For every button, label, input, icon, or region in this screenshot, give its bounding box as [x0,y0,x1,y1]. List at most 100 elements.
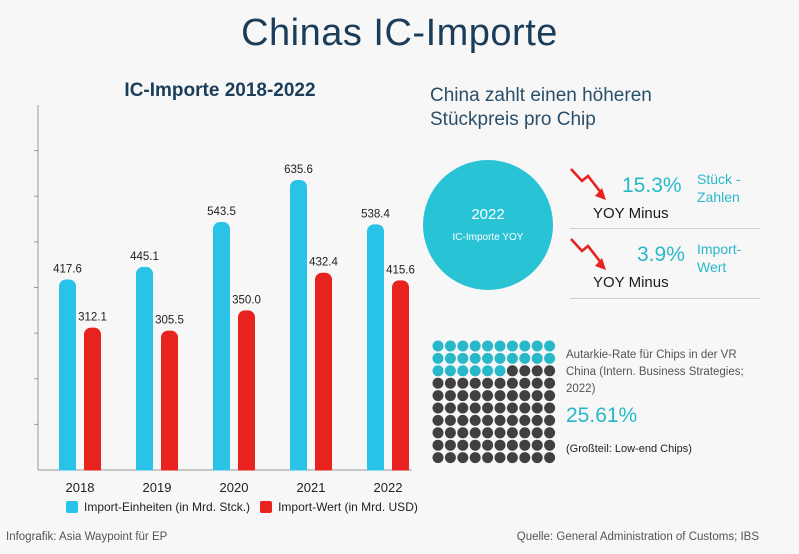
legend-label-units: Import-Einheiten (in Mrd. Stck.) [84,500,251,514]
dot-empty [482,390,494,402]
dot-empty [544,439,556,451]
dot-filled [494,340,506,352]
dot-empty [494,452,506,464]
data-label: 305.5 [155,315,184,327]
dot-empty [544,365,556,377]
autarkie-description: Autarkie-Rate für Chips in der VR China … [566,347,776,398]
dot-empty [482,402,494,414]
dot-empty [444,414,456,426]
stat-value-label: Import- Wert [697,240,741,276]
dot-empty [506,377,518,389]
dot-filled [544,340,556,352]
dot-empty [444,377,456,389]
dot-empty [457,427,469,439]
dot-empty [432,402,444,414]
dot-filled [482,365,494,377]
dot-filled [544,352,556,364]
dot-filled [506,352,518,364]
dot-empty [469,390,481,402]
dot-filled [432,340,444,352]
dot-empty [519,390,531,402]
stat-units-suffix: YOY Minus [593,205,669,222]
dot-filled [482,352,494,364]
x-tick-label: 2021 [297,480,326,495]
baseline-mask [39,470,413,479]
circle-label: IC-Importe YOY [452,232,524,243]
dot-empty [494,390,506,402]
dot-empty [482,452,494,464]
dot-empty [506,365,518,377]
down-trend-arrow-icon [570,238,606,270]
dot-filled [457,365,469,377]
page-title: Chinas IC-Importe [241,12,558,54]
dot-filled [469,352,481,364]
dot-empty [457,452,469,464]
dot-empty [494,414,506,426]
stat-units-label-line-2: Zahlen [697,189,740,205]
dot-empty [457,402,469,414]
dot-empty [544,390,556,402]
stat-value-label-line-1: Import- [697,241,742,257]
dot-empty [544,377,556,389]
bar-import-value [161,330,178,476]
dot-filled [494,352,506,364]
data-label: 445.1 [130,251,159,263]
autarkie-note: (Großteil: Low-end Chips) [566,443,692,455]
data-label: 312.1 [78,312,107,324]
data-label: 350.0 [232,294,261,306]
dot-empty [482,377,494,389]
dot-filled [432,365,444,377]
dot-empty [506,439,518,451]
dot-empty [444,452,456,464]
headline-line-2: Stückpreis pro Chip [430,109,596,130]
dot-filled [444,352,456,364]
dot-filled [494,365,506,377]
dot-empty [469,427,481,439]
dot-empty [432,439,444,451]
bar-import-units [367,224,384,476]
dot-empty [457,414,469,426]
dot-empty [531,377,543,389]
dot-empty [519,427,531,439]
bar-import-units [136,266,153,476]
dot-empty [519,452,531,464]
headline: China zahlt einen höheren Stückpreis pro… [430,84,730,132]
data-label: 432.4 [309,257,338,269]
dot-empty [506,427,518,439]
bar-import-value [392,280,409,476]
dot-empty [469,402,481,414]
dot-empty [544,414,556,426]
bar-import-units [59,279,76,476]
dot-empty [482,439,494,451]
circle-year: 2022 [471,206,505,223]
autarkie-description-line-1: Autarkie-Rate für Chips in der VR [566,349,737,361]
dot-empty [482,414,494,426]
dot-empty [531,452,543,464]
stat-value-percent: 3.9% [637,243,685,266]
dot-empty [444,390,456,402]
down-trend-arrow-icon [570,168,606,200]
dot-filled [469,365,481,377]
dot-empty [444,402,456,414]
dot-filled [469,340,481,352]
autarkie-description-line-3: 2022) [566,383,596,395]
x-tick-label: 2022 [374,480,403,495]
autarkie-dot-grid [432,340,556,464]
dot-filled [457,340,469,352]
bar-import-value [315,272,332,476]
dot-empty [506,390,518,402]
dot-empty [482,427,494,439]
dot-empty [531,365,543,377]
dot-empty [444,439,456,451]
dot-empty [544,402,556,414]
chart-title: IC-Importe 2018-2022 [124,80,316,101]
bar-import-value [84,327,101,476]
dot-empty [519,377,531,389]
data-label: 417.6 [53,263,82,275]
legend-item-value: Import-Wert (in Mrd. USD) [260,500,418,514]
chart-legend: Import-Einheiten (in Mrd. Stck.) Import-… [66,500,428,514]
dot-empty [469,414,481,426]
stat-value-label-line-2: Wert [697,259,727,275]
bar-import-units [290,180,307,476]
dot-empty [457,390,469,402]
